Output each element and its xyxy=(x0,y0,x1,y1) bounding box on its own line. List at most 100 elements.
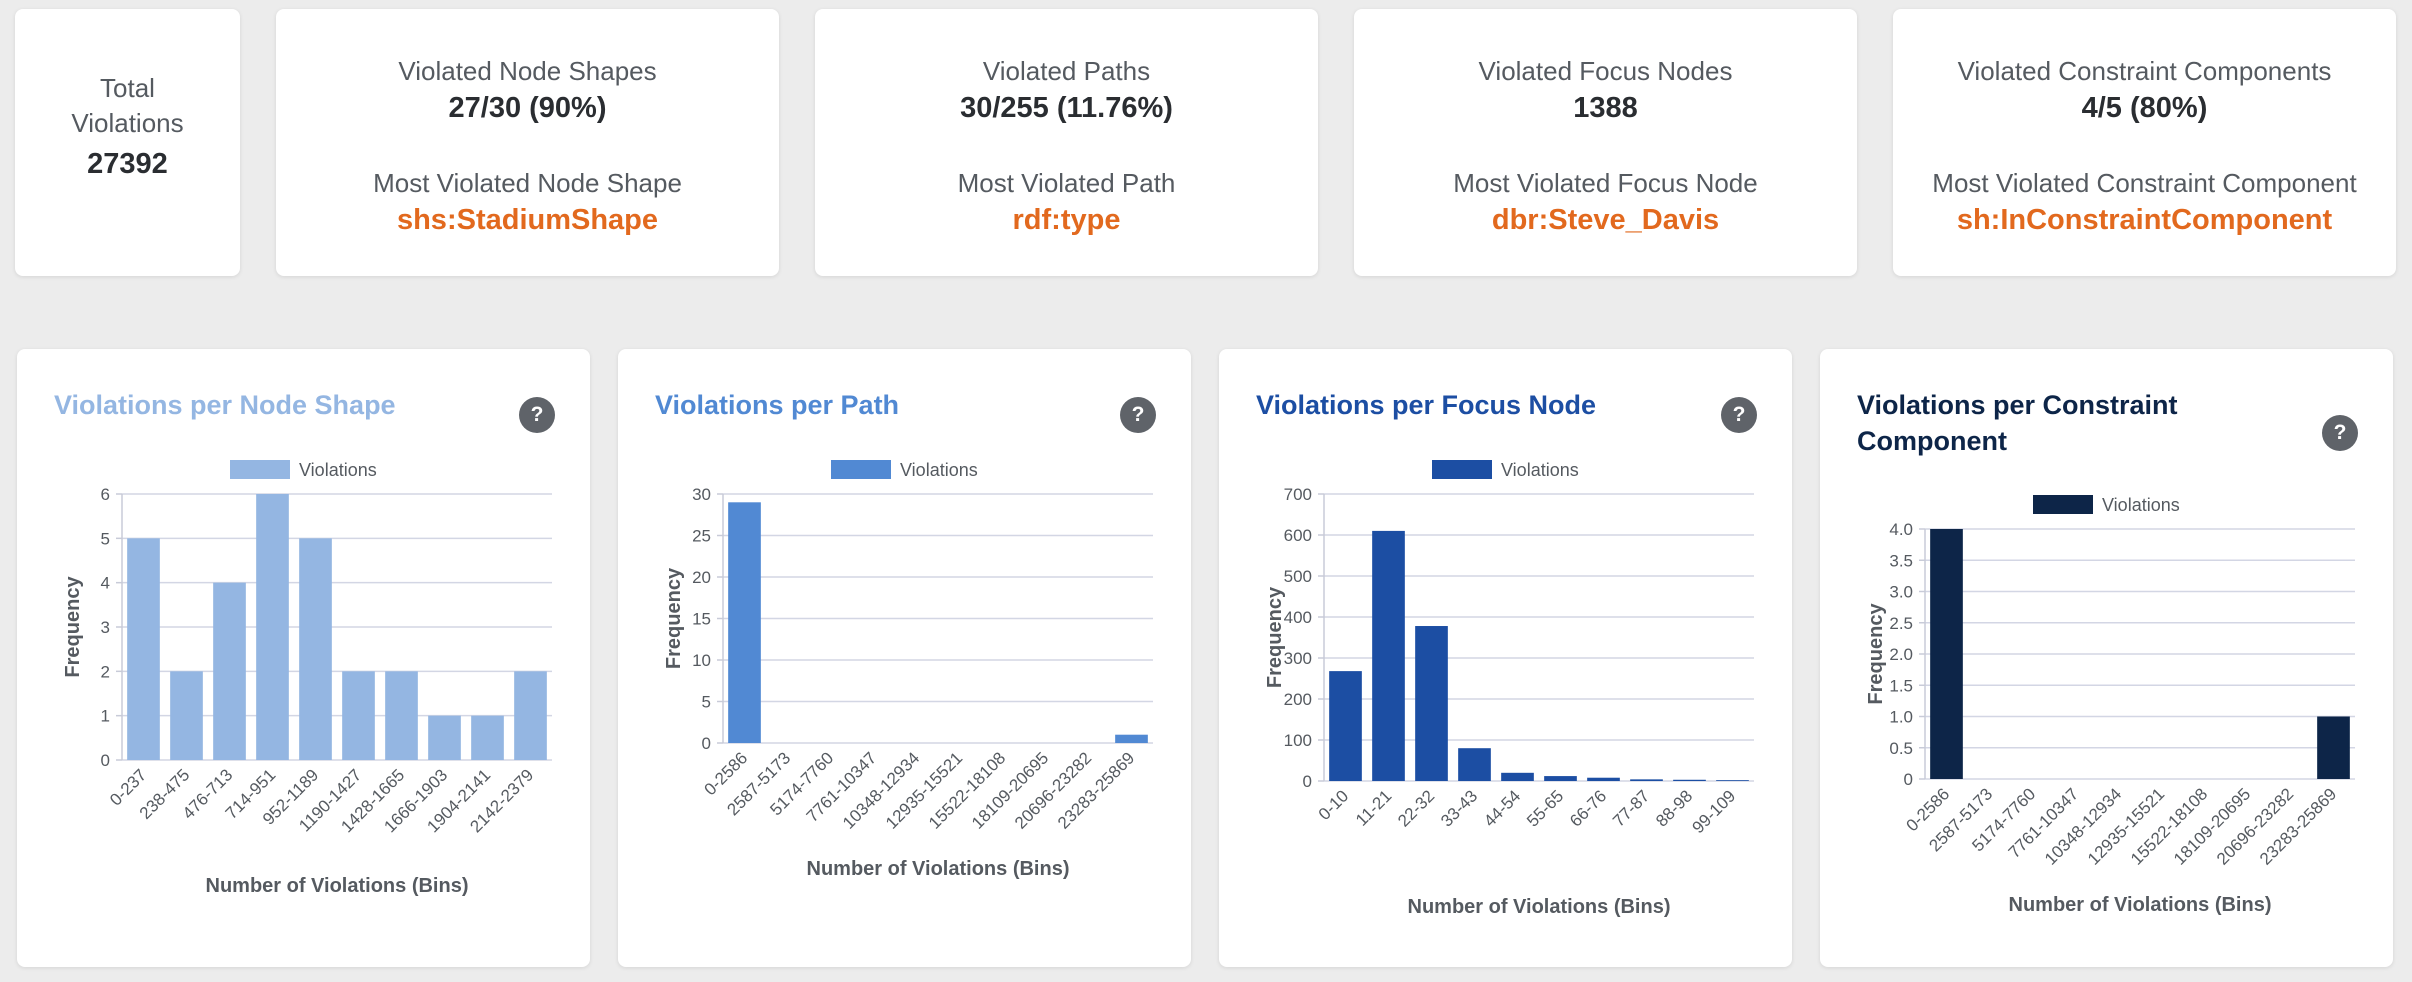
x-tick-label: 22-32 xyxy=(1394,786,1438,830)
x-tick-label: 23283-25869 xyxy=(1054,748,1138,832)
legend-label: Violations xyxy=(299,460,377,480)
y-tick-label: 5 xyxy=(101,529,110,548)
y-tick-label: 0 xyxy=(1904,770,1913,789)
paths-value: 30/255 (11.76%) xyxy=(960,92,1173,124)
total-violations-label: Total Violations xyxy=(71,73,184,138)
y-tick-label: 25 xyxy=(692,527,711,546)
path-chart: Violations0510152025300-25862587-5173517… xyxy=(663,460,1153,880)
focus-nodes-value: 1388 xyxy=(1573,92,1638,124)
focus-node-help-button[interactable]: ? xyxy=(1721,397,1757,433)
bar xyxy=(127,538,160,760)
y-tick-label: 0.5 xyxy=(1889,739,1913,758)
y-tick-label: 6 xyxy=(101,485,110,504)
node-shape-help-button[interactable]: ? xyxy=(519,397,555,433)
y-axis-title: Frequency xyxy=(62,576,84,678)
most-violated-node-shape-value: shs:StadiumShape xyxy=(396,204,659,236)
constraint-components-value: 4/5 (80%) xyxy=(2081,92,2208,124)
y-axis-title: Frequency xyxy=(1865,603,1887,705)
x-tick-label: 44-54 xyxy=(1480,786,1524,830)
y-axis-title: Frequency xyxy=(663,567,685,669)
x-tick-label: 99-109 xyxy=(1688,786,1739,837)
y-tick-label: 0 xyxy=(702,734,711,753)
focus-nodes-label: Violated Focus Nodes xyxy=(1478,56,1733,86)
y-tick-label: 20 xyxy=(692,568,711,587)
legend-label: Violations xyxy=(900,460,978,480)
bar xyxy=(1115,734,1148,743)
most-violated-path-value: rdf:type xyxy=(1012,204,1121,236)
y-tick-label: 600 xyxy=(1284,526,1312,545)
x-axis-title: Number of Violations (Bins) xyxy=(206,875,469,897)
path-chart-card: Violations per Path ? Violations 0 5 10 15 20… xyxy=(618,349,1191,967)
node-shape-chart: Violations01234560-237238-475476-713714-… xyxy=(62,460,552,897)
most-violated-focus-node-label: Most Violated Focus Node xyxy=(1453,168,1758,198)
most-violated-constraint-component-label: Most Violated Constraint Component xyxy=(1932,168,2357,198)
node-shape-chart-card: Violations per Node Shape ? Violations 0 1… xyxy=(17,349,590,967)
constraint-component-chart-title: Violations per Constraint Component xyxy=(1857,390,2178,456)
bar xyxy=(1458,748,1491,781)
total-violations-card: Total Violations 27392 xyxy=(15,9,240,276)
y-tick-label: 2.0 xyxy=(1889,645,1913,664)
bar xyxy=(385,671,418,760)
y-tick-label: 3.0 xyxy=(1889,583,1913,602)
constraint-components-label: Violated Constraint Components xyxy=(1957,56,2332,86)
paths-label: Violated Paths xyxy=(982,56,1151,86)
x-axis-title: Number of Violations (Bins) xyxy=(2009,894,2272,916)
bar xyxy=(170,671,203,760)
y-tick-label: 1.5 xyxy=(1889,676,1913,695)
bar xyxy=(1587,777,1620,781)
y-tick-label: 15 xyxy=(692,610,711,629)
bar xyxy=(1630,779,1663,781)
y-tick-label: 3 xyxy=(101,618,110,637)
focus-node-chart-card: Violations per Focus Node ? Violations 0 1… xyxy=(1219,349,1792,967)
y-tick-label: 400 xyxy=(1284,608,1312,627)
path-chart-title: Violations per Path xyxy=(655,390,900,420)
y-tick-label: 0 xyxy=(101,751,110,770)
most-violated-node-shape-label: Most Violated Node Shape xyxy=(373,168,682,198)
y-tick-label: 5 xyxy=(702,693,711,712)
node-shapes-value: 27/30 (90%) xyxy=(448,92,607,124)
bar xyxy=(342,671,375,760)
focus-node-chart-title: Violations per Focus Node xyxy=(1256,390,1597,420)
y-tick-label: 4 xyxy=(101,574,110,593)
y-axis-title: Frequency xyxy=(1264,586,1286,688)
focus-node-chart: Violations 0 100 200 300 400 500 600 700 0-10 11-2… xyxy=(1264,460,1754,918)
paths-card: Violated Paths 30/255 (11.76%) Most Viol… xyxy=(815,9,1318,276)
bar xyxy=(1501,772,1534,781)
bar xyxy=(1372,530,1405,781)
y-tick-label: 1.0 xyxy=(1889,708,1913,727)
constraint-component-chart: Violations00.51.01.52.02.53.03.54.00-258… xyxy=(1865,495,2355,916)
most-violated-path-label: Most Violated Path xyxy=(957,168,1176,198)
most-violated-focus-node-value: dbr:Steve_Davis xyxy=(1491,204,1720,236)
bar xyxy=(2317,716,2350,779)
bar xyxy=(1544,776,1577,781)
bar xyxy=(213,582,246,760)
y-tick-label: 500 xyxy=(1284,567,1312,586)
bar xyxy=(256,494,289,760)
bar xyxy=(1329,671,1362,781)
y-tick-label: 1 xyxy=(101,707,110,726)
legend-swatch xyxy=(1432,460,1492,479)
bar xyxy=(1673,779,1706,781)
x-tick-label: 11-21 xyxy=(1352,786,1395,829)
y-tick-label: 300 xyxy=(1284,649,1312,668)
constraint-components-card: Violated Constraint Components 4/5 (80%)… xyxy=(1893,9,2396,276)
x-axis-title: Number of Violations (Bins) xyxy=(807,858,1070,880)
y-tick-label: 700 xyxy=(1284,485,1312,504)
most-violated-constraint-component-value: sh:InConstraintComponent xyxy=(1956,204,2333,236)
y-tick-label: 3.5 xyxy=(1889,551,1913,570)
legend-swatch xyxy=(831,460,891,479)
legend-label: Violations xyxy=(2102,495,2180,515)
constraint-component-help-button[interactable]: ? xyxy=(2322,415,2358,451)
bar xyxy=(471,715,504,760)
bar xyxy=(1415,626,1448,781)
bar xyxy=(728,502,761,743)
legend-label: Violations xyxy=(1501,460,1579,480)
y-tick-label: 2.5 xyxy=(1889,614,1913,633)
y-tick-label: 0 xyxy=(1303,772,1312,791)
path-help-button[interactable]: ? xyxy=(1120,397,1156,433)
node-shapes-label: Violated Node Shapes xyxy=(398,56,657,86)
node-shape-chart-title: Violations per Node Shape xyxy=(54,390,396,420)
bar xyxy=(299,538,332,760)
x-tick-label: 23283-25869 xyxy=(2256,784,2340,868)
y-tick-label: 200 xyxy=(1284,690,1312,709)
